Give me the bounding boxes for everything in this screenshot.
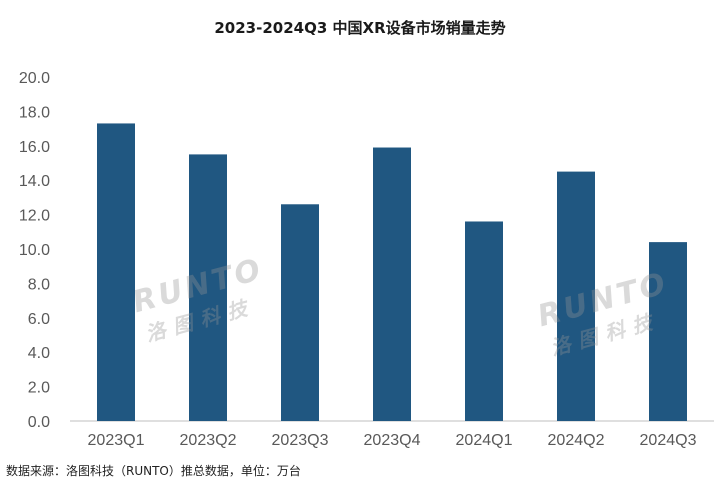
bar-2024Q3 [649,242,687,421]
x-tick-label: 2023Q2 [180,432,237,449]
y-tick-label: 2.0 [28,380,50,397]
y-tick-label: 12.0 [19,208,50,225]
bar-2023Q4 [373,147,411,421]
x-tick-label: 2024Q2 [548,432,605,449]
bar-2023Q2 [189,154,227,421]
y-tick-label: 4.0 [28,345,50,362]
y-tick-label: 6.0 [28,311,50,328]
x-tick-label: 2023Q3 [272,432,329,449]
y-tick-label: 0.0 [28,414,50,431]
bar-2024Q1 [465,221,503,421]
y-tick-label: 8.0 [28,276,50,293]
chart-title: 2023-2024Q3 中国XR设备市场销量走势 [214,19,506,37]
source-note: 数据来源：洛图科技（RUNTO）推总数据，单位：万台 [6,464,301,478]
y-tick-label: 10.0 [19,242,50,259]
y-tick-label: 16.0 [19,139,50,156]
x-tick-label: 2023Q4 [364,432,421,449]
y-tick-label: 18.0 [19,104,50,121]
x-tick-label: 2024Q1 [456,432,513,449]
bar-2023Q3 [281,204,319,421]
y-tick-label: 14.0 [19,173,50,190]
bar-2024Q2 [557,171,595,421]
y-tick-label: 20.0 [19,70,50,87]
bar-2023Q1 [97,123,135,421]
x-tick-label: 2024Q3 [640,432,697,449]
x-tick-label: 2023Q1 [88,432,145,449]
